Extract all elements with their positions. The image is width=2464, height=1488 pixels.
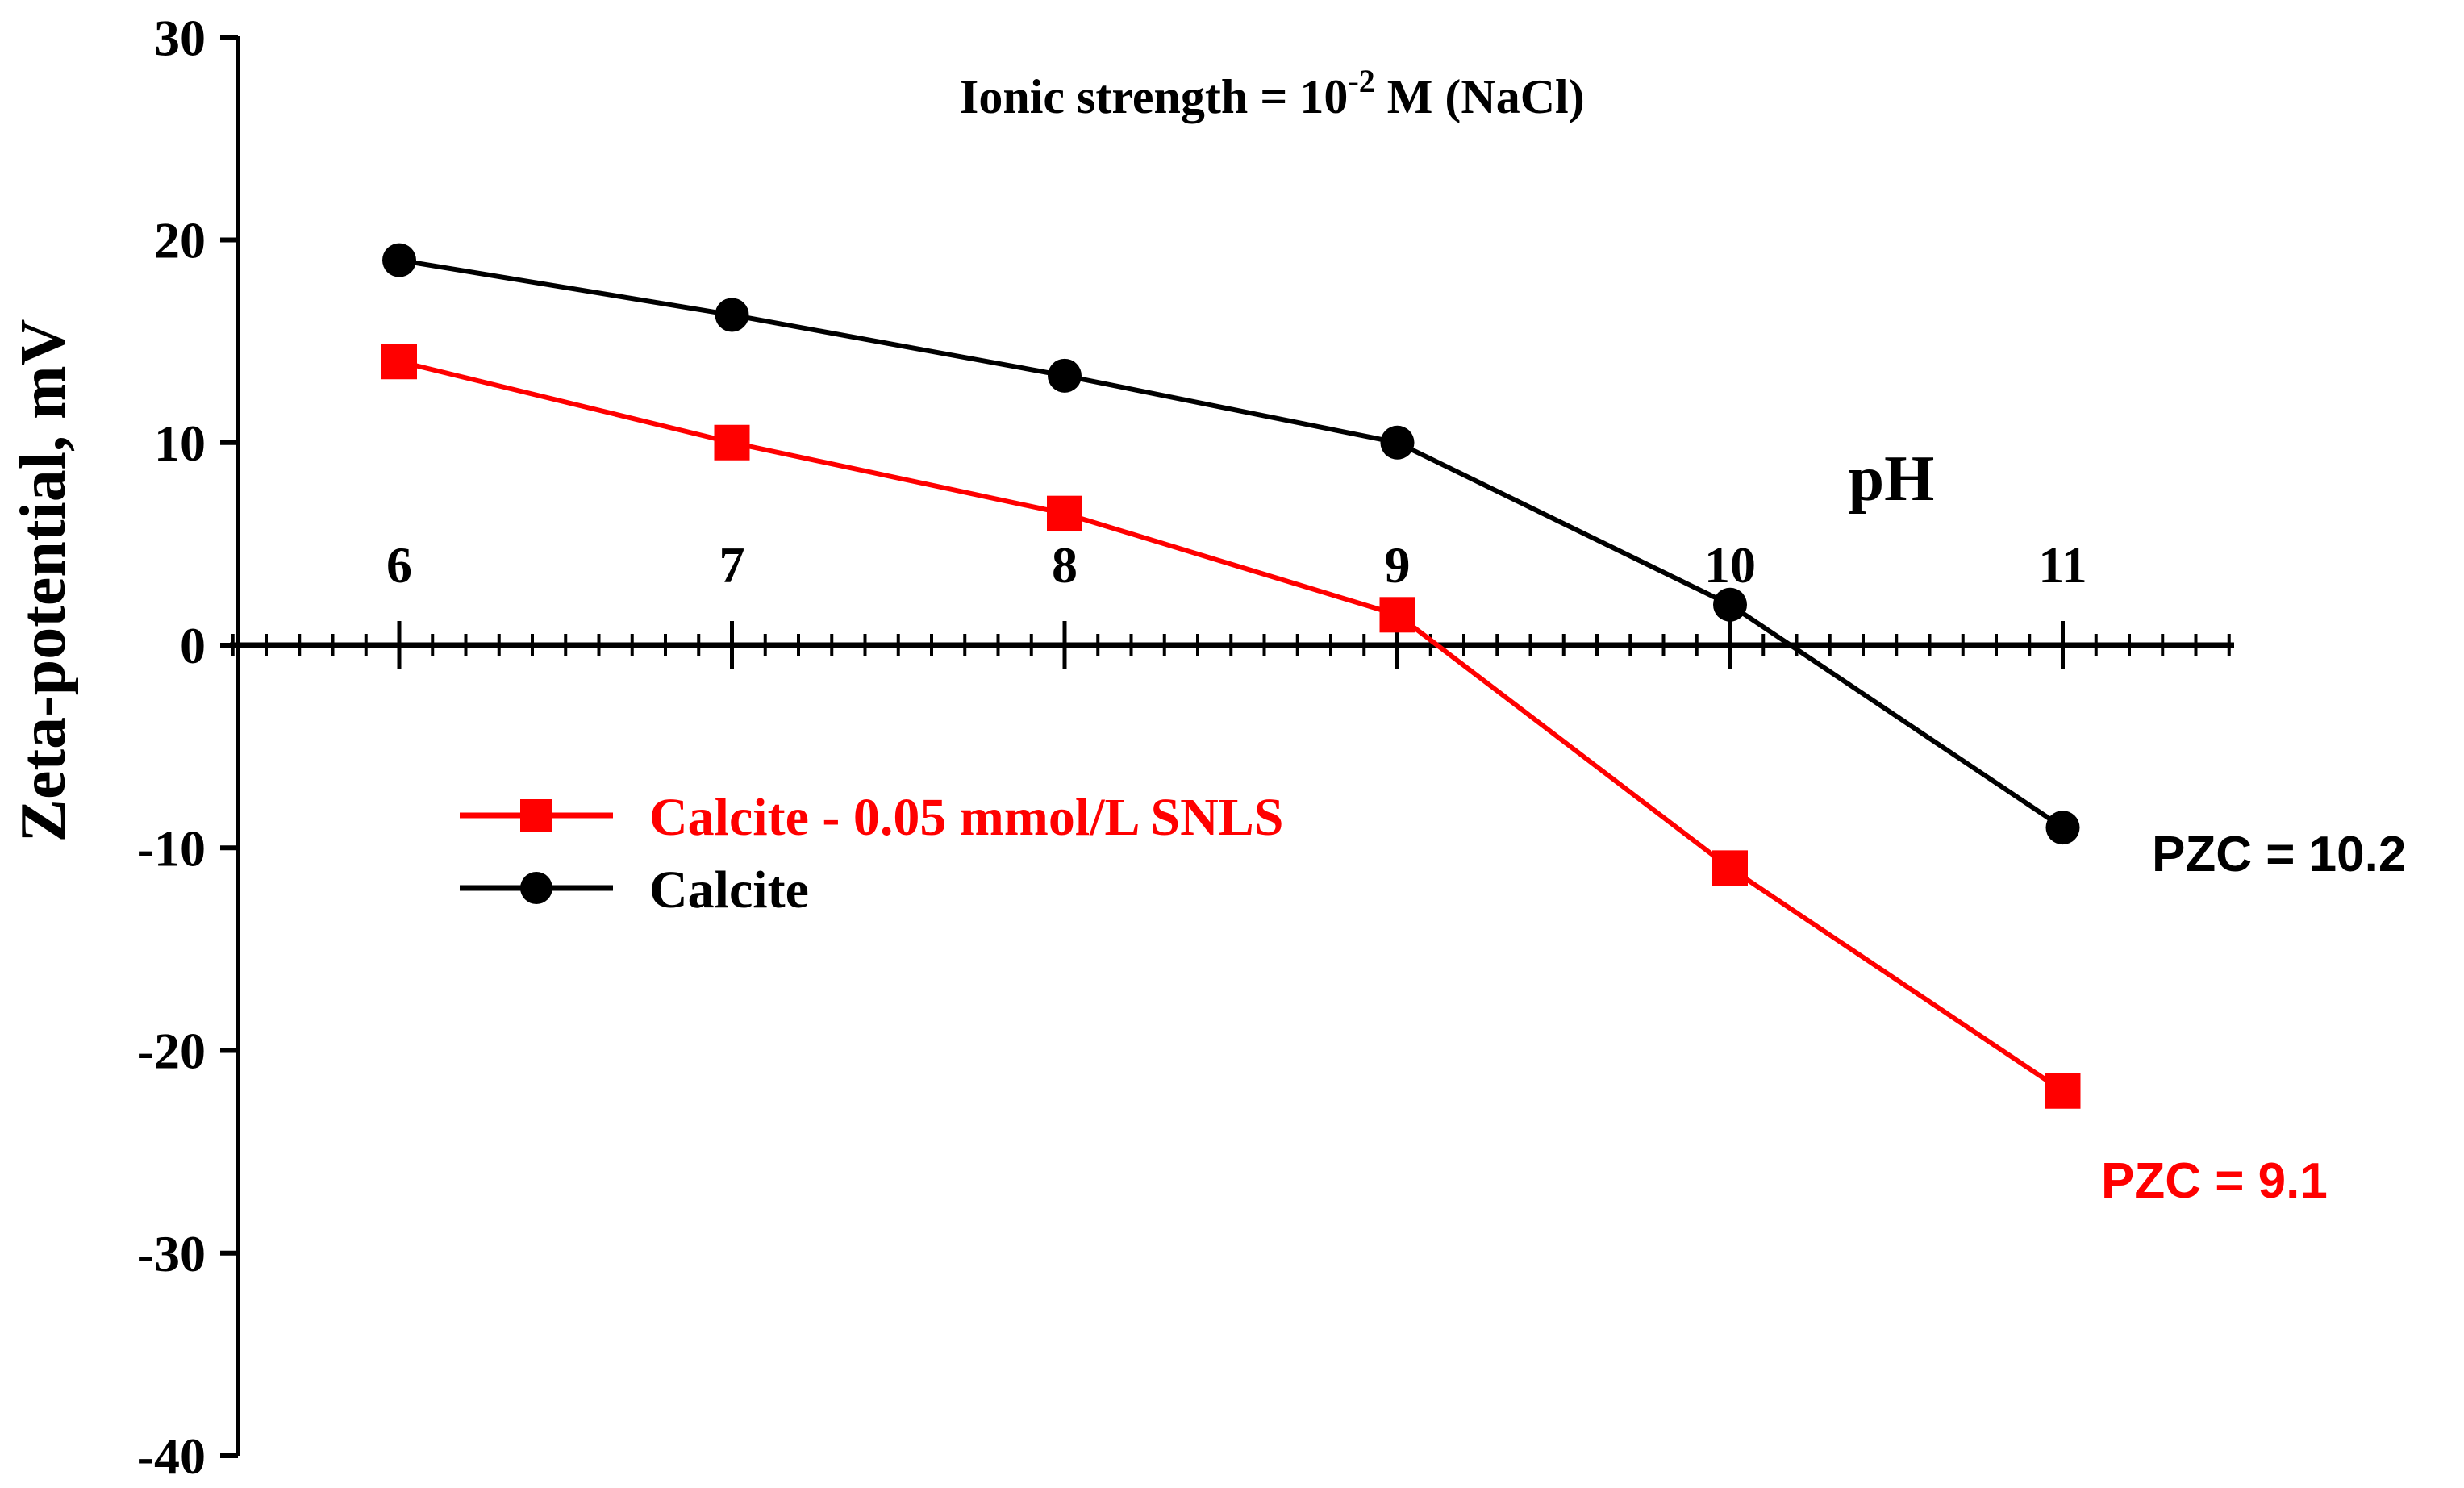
y-tick-label: -20 [137,1023,206,1080]
y-tick-label: 30 [154,9,206,66]
y-tick-label: -10 [137,819,206,877]
x-axis-title: pH [1849,444,1935,515]
data-point-snls [2045,1073,2081,1109]
x-tick-label: 9 [1385,536,1411,594]
y-tick-label: 10 [154,415,206,472]
series-line-0 [398,359,2065,1094]
x-tick-label: 8 [1052,536,1078,594]
y-tick-label: 0 [180,617,206,674]
legend-marker-calcite [520,872,552,904]
data-point-snls [1047,495,1082,531]
series-layer [381,243,2081,1109]
pzc-calcite-annotation: PZC = 10.2 [2152,827,2406,882]
y-tick-label: -30 [137,1225,206,1282]
data-point-calcite [715,298,749,332]
y-axis: 30 20 10 0 -10 -20 -30 -40 [137,9,240,1485]
x-tick-label: 11 [2038,536,2087,594]
x-tick-label: 7 [719,536,745,594]
y-tick-label: 20 [154,212,206,269]
series-line-1 [398,257,2065,830]
pzc-snls-annotation: PZC = 9.1 [2101,1153,2328,1209]
legend-label-calcite: Calcite [649,861,809,919]
data-point-calcite [382,243,416,277]
legend-marker-snls [520,799,552,832]
x-tick-label: 10 [1704,536,1756,594]
data-point-calcite [1380,425,1415,460]
chart-title: Ionic strength = 10-2 M (NaCl) [960,63,1585,123]
y-tick-label: -40 [137,1428,206,1485]
data-point-calcite [1048,358,1082,393]
data-point-snls [714,424,750,461]
legend: Calcite - 0.05 mmol/L SNLS Calcite [460,788,1284,919]
x-tick-label: 6 [386,536,412,594]
data-point-snls [1712,850,1748,886]
data-point-calcite [2045,811,2080,845]
legend-label-snls: Calcite - 0.05 mmol/L SNLS [649,788,1284,847]
data-point-snls [1379,597,1415,633]
y-axis-title: Zeta-potential, mV [8,319,79,843]
data-point-snls [381,344,417,380]
data-point-calcite [1713,587,1747,622]
x-axis: 6 7 8 9 10 11 [230,536,2234,669]
